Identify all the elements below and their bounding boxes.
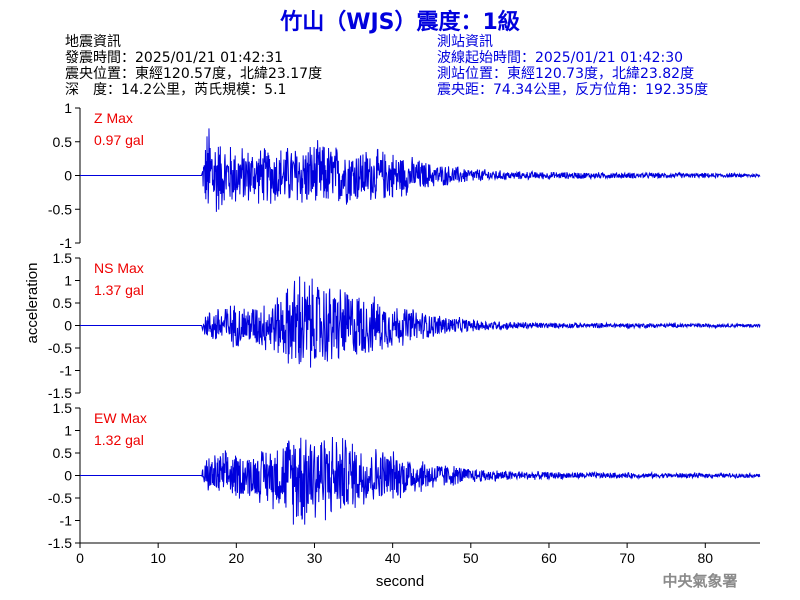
x-tick-label: 10 (150, 550, 166, 566)
y-tick-label: -1.5 (48, 385, 72, 401)
x-tick-label: 70 (619, 550, 635, 566)
y-tick-label: -0.5 (48, 340, 72, 356)
origin-time: 發震時間：2025/01/21 01:42:31 (65, 50, 284, 66)
watermark: 中央氣象署 (662, 572, 737, 590)
max-label-ns: NS Max (94, 260, 144, 276)
y-tick-label: 1 (64, 100, 72, 116)
station-info-block: 測站資訊 波線起始時間：2025/01/21 01:42:30 測站位置：東經1… (437, 34, 708, 98)
y-tick-label: 0.5 (53, 134, 73, 150)
x-axis-label: second (376, 573, 424, 590)
y-tick-label: 0 (64, 468, 72, 484)
x-tick-label: 50 (463, 550, 479, 566)
y-tick-label: 1.5 (53, 250, 73, 266)
x-tick-label: 0 (76, 550, 84, 566)
y-tick-label: -1 (60, 363, 73, 379)
y-tick-label: 0.5 (53, 445, 73, 461)
y-tick-label: -1 (60, 513, 73, 529)
waveform-ns (80, 276, 761, 368)
y-tick-label: -0.5 (48, 490, 72, 506)
max-label-ew: EW Max (94, 410, 147, 426)
y-tick-label: 0 (64, 168, 72, 184)
max-value-ew: 1.32 gal (94, 432, 144, 448)
y-tick-label: 1 (64, 273, 72, 289)
x-tick-label: 80 (697, 550, 713, 566)
y-tick-label: -0.5 (48, 201, 72, 217)
max-value-ns: 1.37 gal (94, 282, 144, 298)
waveform-z (80, 128, 761, 212)
x-tick-label: 40 (385, 550, 401, 566)
y-tick-label: -1 (60, 235, 73, 251)
station-info-heading: 測站資訊 (437, 34, 493, 50)
x-tick-label: 60 (541, 550, 557, 566)
quake-info-heading: 地震資訊 (65, 34, 121, 50)
distance-azimuth: 震央距：74.34公里，反方位角：192.35度 (437, 82, 709, 98)
y-tick-label: 1.5 (53, 400, 73, 416)
max-value-z: 0.97 gal (94, 132, 144, 148)
epicenter-location: 震央位置：東經120.57度，北緯23.17度 (65, 66, 323, 82)
y-axis-label: acceleration (24, 263, 41, 344)
quake-info-block: 地震資訊 發震時間：2025/01/21 01:42:31 震央位置：東經120… (65, 34, 322, 98)
depth-magnitude: 深 度：14.2公里，芮氏規模：5.1 (65, 82, 287, 98)
y-tick-label: 1 (64, 423, 72, 439)
y-tick-label: -1.5 (48, 535, 72, 551)
max-label-z: Z Max (94, 110, 133, 126)
x-tick-label: 20 (229, 550, 245, 566)
y-tick-label: 0.5 (53, 295, 73, 311)
waveform-ew (80, 436, 761, 525)
chart-title: 竹山（WJS）震度：1級 (280, 10, 520, 35)
x-tick-label: 30 (307, 550, 323, 566)
wave-start-time: 波線起始時間：2025/01/21 01:42:30 (437, 50, 684, 66)
y-tick-label: 0 (64, 318, 72, 334)
station-location: 測站位置：東經120.73度，北緯23.82度 (437, 66, 695, 82)
